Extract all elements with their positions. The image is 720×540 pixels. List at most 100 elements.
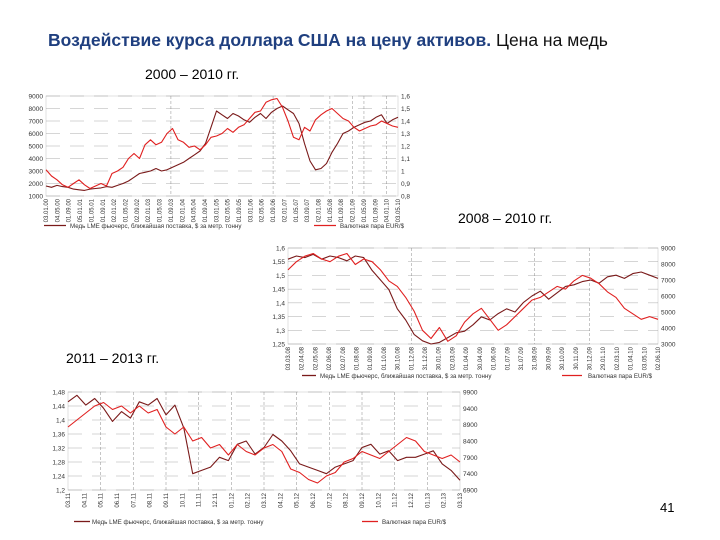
chart-2008-2010-x-tick: 01.04.09 (464, 346, 470, 370)
chart-2011-2013-x-tick: 01.13 (425, 492, 431, 508)
chart-2000-2010-x-tick: 01.09.09 (373, 198, 379, 222)
chart-2011-2013-x-tick: 11.11 (197, 492, 203, 507)
chart-2000-2010-x-tick: 01.09.04 (203, 198, 209, 222)
chart-2000-2010-y-right-tick: 0,9 (401, 181, 410, 188)
chart-2000-2010-x-tick: 05.01.01 (78, 198, 84, 222)
chart-2008-2010-x-tick: 30.11.09 (574, 346, 580, 370)
chart-2008-2010-y-left-tick: 1,55 (272, 259, 285, 266)
chart-2008-2010-x-tick: 03.05.10 (642, 346, 648, 370)
chart-2000-2010-y-right-tick: 1,5 (401, 106, 410, 113)
chart-2000-2010-x-tick: 01.05.01 (89, 198, 95, 222)
chart-2011-2013-legend-label: Валютная пара EUR/$ (382, 519, 447, 526)
chart-2011-2013-x-tick: 10.11 (180, 492, 186, 507)
chart-2011-2013-x-tick: 04.11 (82, 492, 88, 507)
chart-2008-2010-x-tick: 01.06.09 (492, 346, 498, 370)
slide-title-accent: Цена на медь (496, 30, 608, 50)
chart-2000-2010-y-left-tick: 4000 (29, 156, 44, 163)
chart-2008-2010-y-left-tick: 1,25 (272, 342, 285, 349)
chart-2008-2010-x-tick: 01.07.09 (505, 346, 511, 370)
chart-2008-2010-y-left-tick: 1,6 (276, 246, 285, 253)
chart-2008-2010-x-tick: 31.12.08 (423, 346, 429, 370)
chart-2011-2013-y-right-tick: 7900 (463, 455, 478, 462)
chart-2000-2010-x-tick: 02.09.02 (135, 198, 141, 222)
chart-2000-2010-x-tick: 01.09.03 (169, 198, 175, 222)
chart-2000-2010-x-tick: 01.05.07 (294, 198, 300, 222)
chart-2000-2010-y-left-tick: 9000 (29, 94, 44, 101)
chart-2011-2013-y-left-tick: 1,32 (52, 446, 65, 453)
chart-2000-2010-y-right-tick: 1,4 (401, 119, 410, 126)
chart-2000-2010-x-tick: 01.05.02 (123, 198, 129, 222)
chart-2008-2010-x-tick: 30.01.09 (437, 346, 443, 370)
chart-2011-2013-x-tick: 02.13 (442, 492, 448, 508)
chart-2000-2010-legend-label: Валютная пара EUR/$ (340, 223, 405, 230)
chart-2008-2010-x-tick: 31.08.09 (533, 346, 539, 370)
chart-2008-2010-y-right-tick: 8000 (661, 262, 676, 269)
chart-2011-2013-x-tick: 09.11 (164, 492, 170, 507)
chart-2008-2010-x-tick: 30.04.09 (478, 346, 484, 370)
chart-2000-2010-y-right-tick: 1 (401, 169, 405, 176)
chart-2008-2010-x-tick: 02.04.08 (300, 346, 306, 370)
chart-2011-2013-x-tick: 11.12 (393, 492, 399, 507)
chart-2011-2013-x-tick: 06.12 (311, 492, 317, 508)
chart-2000-2010-y-right-tick: 1,1 (401, 156, 410, 163)
chart-2000-2010-x-tick: 02.05.05 (226, 198, 232, 222)
chart-2008-2010-series-copper-line (287, 253, 659, 345)
caption-2011-2013: 2011 – 2013 гг. (66, 350, 160, 366)
chart-2000-2010-x-tick: 04.05.04 (192, 198, 198, 222)
chart-2011-2013-x-tick: 04.12 (278, 492, 284, 508)
chart-2000-2010-series-eurusd-line (45, 97, 399, 190)
chart-2011-2013-y-left-tick: 1,44 (52, 404, 65, 411)
chart-2011-2013-x-tick: 07.12 (327, 492, 333, 508)
chart-2000-2010-x-tick: 01.09.01 (101, 198, 107, 222)
chart-2000-2010-legend-label: Медь LME фьючерс, ближайшая поставка, $ … (70, 223, 242, 230)
chart-2011-2013: 1,48 1,44 1,4 1,36 1,32 1,28 1,24 1,2 9900 9400 89… (52, 390, 478, 527)
chart-2011-2013-y-left-tick: 1,36 (52, 432, 65, 439)
chart-2011-2013-x-tick: 03.12 (262, 492, 268, 508)
chart-2008-2010-x-tick: 29.01.10 (601, 346, 607, 370)
chart-2008-2010-x-tick: 30.10.09 (560, 346, 566, 370)
chart-2000-2010-y-left-tick: 3000 (29, 169, 44, 176)
chart-2008-2010-x-tick: 01.08.08 (355, 346, 361, 370)
slide-title-main: Воздействие курса доллара США на цену ак… (48, 30, 492, 50)
chart-2011-2013-y-right-tick: 8900 (463, 422, 478, 429)
chart-2000-2010-x-tick: 02.01.09 (351, 198, 357, 222)
chart-2000-2010-x-tick: 04.05.00 (55, 198, 61, 222)
chart-2011-2013-y-left-tick: 1,24 (52, 474, 65, 481)
chart-2000-2010-y-right-tick: 1,2 (401, 144, 410, 151)
chart-2008-2010-y-right-tick: 7000 (661, 278, 676, 285)
chart-2008-2010-x-tick: 01.10.08 (382, 346, 388, 370)
chart-2000-2010-x-tick: 03.01.05 (214, 198, 220, 222)
chart-2000-2010-x-tick: 03.01.06 (248, 198, 254, 222)
caption-2000-2010: 2000 – 2010 гг. (145, 66, 240, 82)
chart-2008-2010-y-left-tick: 1,4 (276, 300, 285, 307)
chart-2011-2013-x-tick: 10.12 (376, 492, 382, 508)
chart-2000-2010-y-left-tick: 2000 (29, 181, 44, 188)
chart-2008-2010-x-tick: 02.03.10 (615, 346, 621, 370)
chart-2011-2013-y-right-tick: 8400 (463, 439, 478, 446)
chart-2008-2010-legend-label: Валютная пара EUR/$ (588, 373, 653, 380)
chart-2000-2010-y-right-tick: 1,6 (401, 94, 410, 101)
caption-2008-2010: 2008 – 2010 гг. (458, 210, 553, 226)
chart-2008-2010-series-eurusd-line (287, 252, 659, 342)
chart-2000-2010-x-tick: 02.01.07 (282, 198, 288, 222)
chart-2011-2013-y-right-tick: 6900 (463, 488, 478, 495)
chart-2008-2010-y-left-tick: 1,35 (272, 314, 285, 321)
chart-2000-2010-y-left-tick: 7000 (29, 119, 44, 126)
chart-2000-2010-x-tick: 01.09.08 (339, 198, 345, 222)
chart-2000-2010-x-tick: 01.09.05 (237, 198, 243, 222)
chart-2008-2010-x-tick: 30.09.09 (546, 346, 552, 370)
chart-2000-2010-x-tick: 03.09.07 (305, 198, 311, 222)
chart-2008-2010-plot-area (287, 247, 659, 345)
chart-2000-2010-x-tick: 02.01.02 (112, 198, 118, 222)
chart-2011-2013-x-tick: 09.12 (360, 492, 366, 508)
chart-2008-2010-y-left-tick: 1,45 (272, 287, 285, 294)
chart-2000-2010-x-tick: 01.05.03 (158, 198, 164, 222)
chart-2000-2010-y-left-tick: 1000 (29, 194, 44, 201)
chart-2000-2010-x-tick: 03.05.10 (396, 198, 402, 222)
chart-2011-2013-x-tick: 06.11 (115, 492, 121, 507)
chart-2011-2013-x-tick: 05.11 (99, 492, 105, 507)
chart-2011-2013-y-right-tick: 7400 (463, 471, 478, 478)
chart-2008-2010-y-right-tick: 6000 (661, 294, 676, 301)
chart-2011-2013-y-left-tick: 1,28 (52, 460, 65, 467)
chart-2008-2010-x-tick: 02.03.09 (450, 346, 456, 370)
